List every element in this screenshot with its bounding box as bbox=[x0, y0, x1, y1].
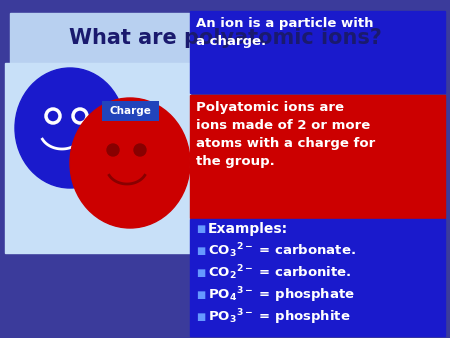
Text: ■: ■ bbox=[196, 290, 205, 300]
Text: Polyatomic ions are
ions made of 2 or more
atoms with a charge for
the group.: Polyatomic ions are ions made of 2 or mo… bbox=[196, 101, 375, 168]
Text: Charge: Charge bbox=[109, 106, 151, 116]
Text: $\mathbf{CO_2}^{\mathbf{2-}}$ = carbonite.: $\mathbf{CO_2}^{\mathbf{2-}}$ = carbonit… bbox=[208, 264, 351, 282]
Bar bbox=[5, 63, 190, 253]
Ellipse shape bbox=[15, 68, 125, 188]
Text: ■: ■ bbox=[196, 268, 205, 278]
Bar bbox=[10, 13, 440, 63]
Text: What are polyatomic ions?: What are polyatomic ions? bbox=[68, 28, 382, 48]
Circle shape bbox=[134, 144, 146, 156]
Text: An ion is a particle with
a charge.: An ion is a particle with a charge. bbox=[196, 17, 374, 48]
Text: $\mathbf{PO_4}^{\mathbf{3-}}$ = phosphate: $\mathbf{PO_4}^{\mathbf{3-}}$ = phosphat… bbox=[208, 285, 355, 305]
Text: $\mathbf{PO_3}^{\mathbf{3-}}$ = phosphite: $\mathbf{PO_3}^{\mathbf{3-}}$ = phosphit… bbox=[208, 307, 351, 327]
Bar bbox=[190, 11, 445, 93]
Text: $\mathbf{CO_3}^{\mathbf{2-}}$ = carbonate.: $\mathbf{CO_3}^{\mathbf{2-}}$ = carbonat… bbox=[208, 242, 356, 260]
Text: Examples:: Examples: bbox=[208, 222, 288, 236]
Text: ■: ■ bbox=[196, 224, 205, 234]
Ellipse shape bbox=[70, 98, 190, 228]
Bar bbox=[190, 95, 445, 218]
Bar bbox=[190, 219, 445, 336]
Text: ■: ■ bbox=[196, 312, 205, 322]
Circle shape bbox=[107, 144, 119, 156]
Text: ■: ■ bbox=[196, 246, 205, 256]
FancyBboxPatch shape bbox=[102, 101, 159, 121]
